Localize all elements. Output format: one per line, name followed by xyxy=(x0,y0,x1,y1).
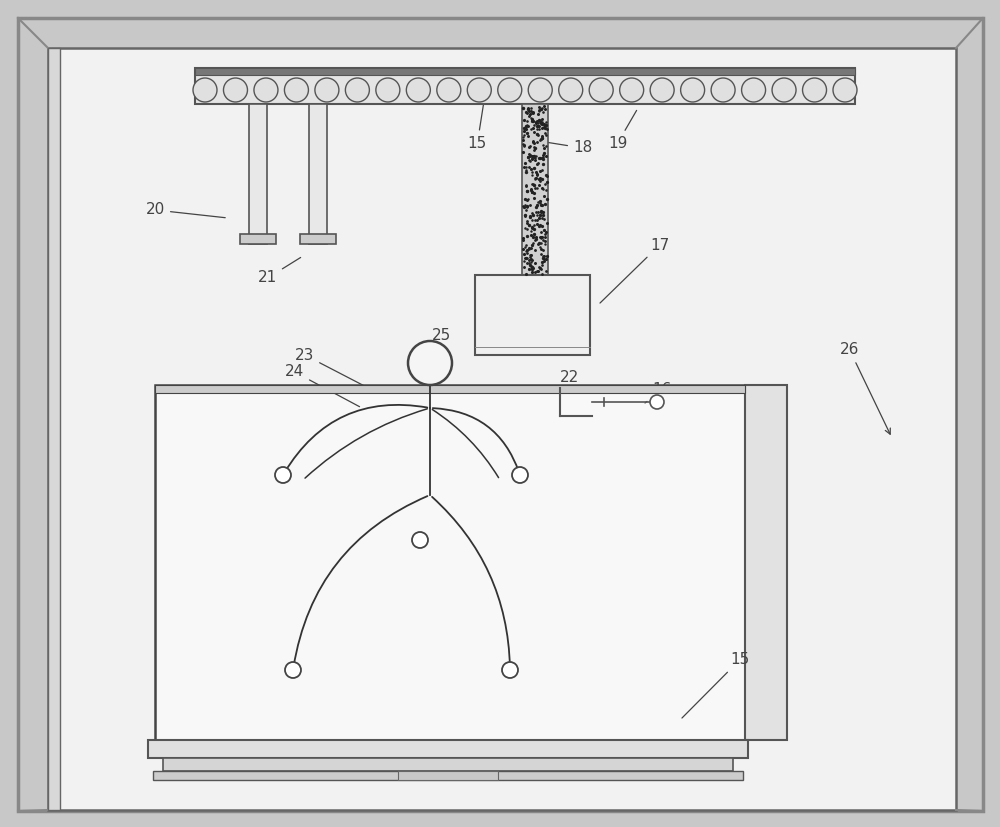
Circle shape xyxy=(620,78,644,102)
Text: 15: 15 xyxy=(682,653,749,718)
Circle shape xyxy=(412,532,428,548)
Bar xyxy=(240,234,276,244)
Bar xyxy=(522,104,548,275)
Text: 24: 24 xyxy=(285,365,360,407)
Text: 20: 20 xyxy=(146,203,225,218)
Text: 25: 25 xyxy=(424,327,451,358)
Circle shape xyxy=(223,78,247,102)
Circle shape xyxy=(406,78,430,102)
Bar xyxy=(195,68,855,75)
Circle shape xyxy=(512,467,528,483)
Circle shape xyxy=(650,395,664,409)
Bar xyxy=(153,771,743,780)
Circle shape xyxy=(284,78,308,102)
Bar xyxy=(309,104,327,244)
Bar xyxy=(475,275,590,355)
Circle shape xyxy=(833,78,857,102)
Circle shape xyxy=(559,78,583,102)
Bar xyxy=(300,234,336,244)
Circle shape xyxy=(803,78,827,102)
Circle shape xyxy=(528,78,552,102)
Circle shape xyxy=(711,78,735,102)
Circle shape xyxy=(742,78,766,102)
Circle shape xyxy=(589,78,613,102)
Text: 26: 26 xyxy=(840,342,890,434)
Text: 17: 17 xyxy=(600,237,669,303)
Circle shape xyxy=(275,467,291,483)
Text: 15: 15 xyxy=(468,84,487,151)
Bar xyxy=(745,385,787,740)
Circle shape xyxy=(193,78,217,102)
Bar xyxy=(48,48,60,810)
Text: 16: 16 xyxy=(645,383,671,403)
Circle shape xyxy=(408,341,452,385)
Circle shape xyxy=(315,78,339,102)
Bar xyxy=(163,758,733,771)
Circle shape xyxy=(681,78,705,102)
Circle shape xyxy=(345,78,369,102)
Circle shape xyxy=(467,78,491,102)
Circle shape xyxy=(502,662,518,678)
Bar xyxy=(148,740,748,758)
Text: 18: 18 xyxy=(523,138,592,155)
Bar xyxy=(195,68,855,104)
Text: 21: 21 xyxy=(258,257,301,285)
Bar xyxy=(155,385,745,393)
Bar xyxy=(398,771,498,780)
Bar xyxy=(155,385,745,740)
Circle shape xyxy=(772,78,796,102)
Circle shape xyxy=(285,662,301,678)
Text: 23: 23 xyxy=(295,347,376,392)
Text: 22: 22 xyxy=(560,370,579,392)
Circle shape xyxy=(498,78,522,102)
Circle shape xyxy=(650,78,674,102)
Bar xyxy=(249,104,267,244)
Circle shape xyxy=(376,78,400,102)
Text: 19: 19 xyxy=(608,110,637,151)
Circle shape xyxy=(437,78,461,102)
Circle shape xyxy=(254,78,278,102)
